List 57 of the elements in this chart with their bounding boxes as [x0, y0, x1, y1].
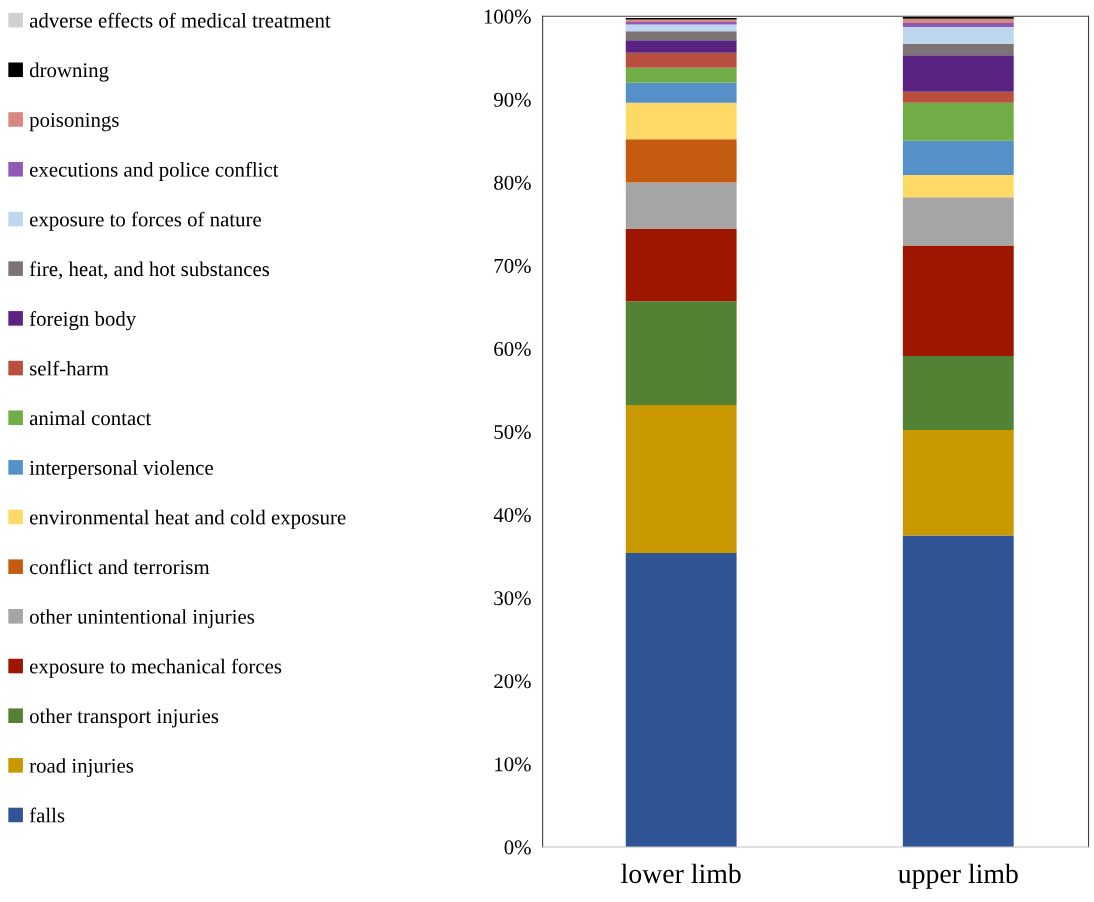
legend-label: exposure to forces of nature: [29, 211, 261, 231]
legend-label: interpersonal violence: [29, 460, 213, 480]
bar: [625, 552, 737, 847]
bar: [625, 31, 737, 41]
y-tick-label: 70%: [494, 258, 531, 273]
x-tick-label: lower limb: [621, 863, 741, 884]
bar: [902, 18, 1014, 23]
legend-label: exposure to mechanical forces: [29, 658, 282, 678]
y-tick-label: 0%: [504, 840, 531, 855]
legend-label: other unintentional injuries: [29, 609, 255, 629]
bar: [625, 40, 737, 53]
bar: [625, 301, 737, 406]
bar: [902, 140, 1014, 175]
legend-label: falls: [29, 807, 65, 823]
bar: [625, 52, 737, 68]
y-tick-label: 20%: [494, 674, 531, 689]
bar: [902, 43, 1014, 56]
legend-label: executions and police conflict: [29, 161, 279, 181]
legend-label: foreign body: [29, 311, 137, 331]
legend-label: environmental heat and cold exposure: [29, 509, 346, 529]
legend-label: adverse effects of medical treatment: [29, 12, 331, 28]
bar: [902, 356, 1014, 430]
y-tick-label: 10%: [495, 757, 531, 772]
bar: [625, 228, 737, 302]
x-tick-label: upper limb: [898, 863, 1018, 889]
y-tick-label: 50%: [494, 424, 531, 440]
bar: [902, 197, 1014, 246]
bar: [902, 102, 1014, 141]
y-tick-label: 40%: [493, 508, 531, 523]
bar: [902, 245, 1014, 357]
legend-label: poisonings: [29, 112, 119, 132]
legend-label: road injuries: [29, 758, 134, 778]
legend-label: self-harm: [30, 360, 109, 376]
bar: [902, 22, 1014, 28]
y-tick-label: 100%: [484, 9, 531, 24]
bar: [625, 102, 737, 140]
y-tick-label: 30%: [494, 591, 531, 606]
y-tick-label: 80%: [494, 175, 531, 190]
bar: [625, 24, 737, 32]
y-tick-label: 60%: [494, 341, 531, 357]
bar: [625, 67, 737, 83]
bar: [625, 139, 737, 183]
bar: [625, 82, 737, 103]
bar: [902, 55, 1014, 92]
bar: [625, 182, 737, 229]
legend-label: conflict and terrorism: [29, 559, 210, 575]
legend-label: other transport injuries: [29, 708, 219, 728]
bar: [902, 27, 1014, 44]
legend-label: drowning: [29, 62, 109, 82]
y-tick-label: 90%: [494, 92, 531, 107]
bar: [902, 535, 1014, 847]
bar: [625, 405, 737, 553]
bar: [902, 91, 1014, 103]
bar: [902, 174, 1014, 198]
bar: [902, 429, 1014, 536]
legend-label: animal contact: [29, 410, 152, 426]
legend-label: fire, heat, and hot substances: [29, 261, 270, 280]
